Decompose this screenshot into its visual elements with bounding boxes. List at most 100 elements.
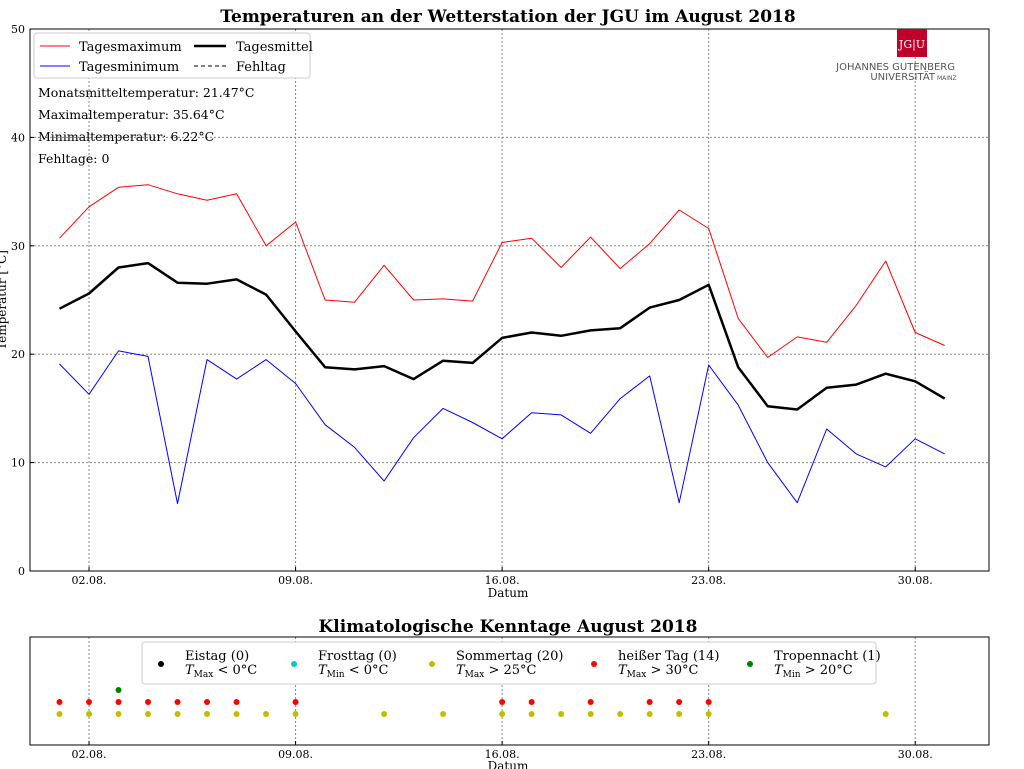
marker-heiertag bbox=[145, 699, 152, 705]
top-x-tick-label: 16.08. bbox=[485, 574, 520, 587]
marker-heiertag bbox=[86, 699, 93, 705]
top-plot-frame bbox=[29, 28, 990, 572]
top-y-ticks: 0 10 20 30 40 50 bbox=[11, 23, 34, 578]
marker-sommertag bbox=[56, 711, 63, 717]
marker-heiertag bbox=[56, 699, 63, 705]
legend-label: heißer Tag (14) bbox=[618, 649, 720, 664]
legend-label-fehltag: Fehltag bbox=[236, 60, 286, 75]
legend-condition: TMax < 0°C bbox=[185, 663, 257, 680]
top-x-tick-label: 30.08. bbox=[898, 574, 933, 587]
legend-marker bbox=[591, 661, 597, 667]
marker-sommertag bbox=[676, 711, 683, 717]
top-x-tick-label: 09.08. bbox=[278, 574, 313, 587]
legend-marker bbox=[747, 661, 753, 667]
marker-heiertag bbox=[204, 699, 211, 705]
bottom-legend-box bbox=[141, 641, 877, 685]
marker-heiertag bbox=[499, 699, 506, 705]
marker-heiertag bbox=[174, 699, 181, 705]
marker-sommertag bbox=[263, 711, 270, 717]
top-statistics: Monatsmitteltemperatur: 21.47°C Maximalt… bbox=[38, 85, 255, 166]
top-legend: Tagesmaximum Tagesminimum Tagesmittel Fe… bbox=[33, 32, 313, 79]
series-line-tagesmittel bbox=[58, 261, 946, 411]
top-legend-box bbox=[33, 32, 311, 79]
top-y-tick-label: 50 bbox=[11, 23, 25, 36]
legend-marker bbox=[429, 661, 435, 667]
stat-maximal: Maximaltemperatur: 35.64°C bbox=[38, 107, 225, 122]
legend-label-tagesminimum: Tagesminimum bbox=[79, 60, 179, 75]
top-y-tick-label: 30 bbox=[11, 240, 25, 253]
bottom-x-ticks: 02.08. 09.08. 16.08. 23.08. 30.08. bbox=[72, 741, 933, 761]
legend-label: Frosttag (0) bbox=[318, 649, 397, 664]
jgu-logo: JG|U JOHANNES GUTENBERG UNIVERSITÄT MAIN… bbox=[835, 29, 957, 83]
series-line-tagesminimum bbox=[59, 350, 945, 505]
bottom-markers bbox=[56, 687, 889, 717]
marker-sommertag bbox=[381, 711, 388, 717]
marker-sommertag bbox=[233, 711, 240, 717]
marker-sommertag bbox=[115, 711, 122, 717]
series-line-tagesmaximum bbox=[59, 184, 945, 358]
top-y-axis-label: Temperatur [°C] bbox=[0, 250, 9, 350]
top-series bbox=[58, 184, 946, 505]
marker-heiertag bbox=[115, 699, 122, 705]
marker-heiertag bbox=[292, 699, 299, 705]
bottom-x-tick-label: 09.08. bbox=[278, 748, 313, 761]
marker-sommertag bbox=[558, 711, 565, 717]
marker-sommertag bbox=[587, 711, 594, 717]
marker-sommertag bbox=[292, 711, 299, 717]
bottom-x-tick-label: 23.08. bbox=[691, 748, 726, 761]
top-y-tick-label: 10 bbox=[11, 457, 25, 470]
marker-tropennacht bbox=[115, 687, 122, 693]
marker-heiertag bbox=[705, 699, 712, 705]
legend-label: Tropennacht (1) bbox=[774, 649, 881, 664]
stat-minimal: Minimaltemperatur: 6.22°C bbox=[38, 129, 214, 144]
jgu-logo-line1: JOHANNES GUTENBERG bbox=[835, 62, 955, 73]
marker-sommertag bbox=[440, 711, 447, 717]
marker-heiertag bbox=[646, 699, 653, 705]
marker-sommertag bbox=[646, 711, 653, 717]
legend-condition: TMin < 0°C bbox=[318, 663, 388, 680]
bottom-legend: Eistag (0)TMax < 0°C Frosttag (0)TMin < 0… bbox=[141, 641, 881, 685]
legend-marker bbox=[291, 661, 297, 667]
jgu-logo-mark bbox=[897, 29, 927, 57]
marker-sommertag bbox=[617, 711, 624, 717]
marker-heiertag bbox=[587, 699, 594, 705]
top-x-tick-label: 23.08. bbox=[691, 574, 726, 587]
marker-sommertag bbox=[174, 711, 181, 717]
marker-sommertag bbox=[705, 711, 712, 717]
marker-heiertag bbox=[676, 699, 683, 705]
legend-label-tagesmaximum: Tagesmaximum bbox=[79, 40, 182, 55]
marker-sommertag bbox=[86, 711, 93, 717]
marker-sommertag bbox=[528, 711, 535, 717]
top-y-tick-label: 40 bbox=[11, 131, 25, 144]
legend-label: Eistag (0) bbox=[185, 649, 249, 664]
bottom-x-tick-label: 02.08. bbox=[72, 748, 107, 761]
legend-condition: TMax > 30°C bbox=[618, 663, 699, 680]
jgu-logo-mark-text: JG|U bbox=[898, 38, 925, 52]
bottom-x-axis-label: Datum bbox=[488, 759, 529, 769]
jgu-logo-line2: UNIVERSITÄT bbox=[870, 70, 936, 83]
legend-condition: TMin > 20°C bbox=[774, 663, 853, 680]
top-x-axis-label: Datum bbox=[488, 586, 529, 600]
chart-title: Temperaturen an der Wetterstation der JG… bbox=[220, 7, 795, 27]
bottom-x-tick-label: 30.08. bbox=[898, 748, 933, 761]
stat-monatsmittel: Monatsmitteltemperatur: 21.47°C bbox=[38, 85, 255, 100]
top-x-ticks: 02.08. 09.08. 16.08. 23.08. 30.08. bbox=[72, 567, 933, 587]
marker-heiertag bbox=[233, 699, 240, 705]
top-y-tick-label: 20 bbox=[11, 348, 25, 361]
stat-fehltage: Fehltage: 0 bbox=[38, 151, 109, 166]
marker-sommertag bbox=[204, 711, 211, 717]
marker-heiertag bbox=[528, 699, 535, 705]
legend-marker bbox=[158, 661, 164, 667]
top-y-tick-label: 0 bbox=[18, 565, 25, 578]
legend-label-tagesmittel: Tagesmittel bbox=[236, 40, 313, 55]
top-x-tick-label: 02.08. bbox=[72, 574, 107, 587]
marker-sommertag bbox=[882, 711, 889, 717]
legend-condition: TMax > 25°C bbox=[456, 663, 537, 680]
bottom-plot-frame bbox=[29, 636, 990, 746]
bottom-x-tick-label: 16.08. bbox=[485, 748, 520, 761]
bottom-chart-title: Klimatologische Kenntage August 2018 bbox=[319, 617, 698, 637]
legend-label: Sommertag (20) bbox=[456, 649, 563, 664]
marker-sommertag bbox=[499, 711, 506, 717]
marker-sommertag bbox=[145, 711, 152, 717]
